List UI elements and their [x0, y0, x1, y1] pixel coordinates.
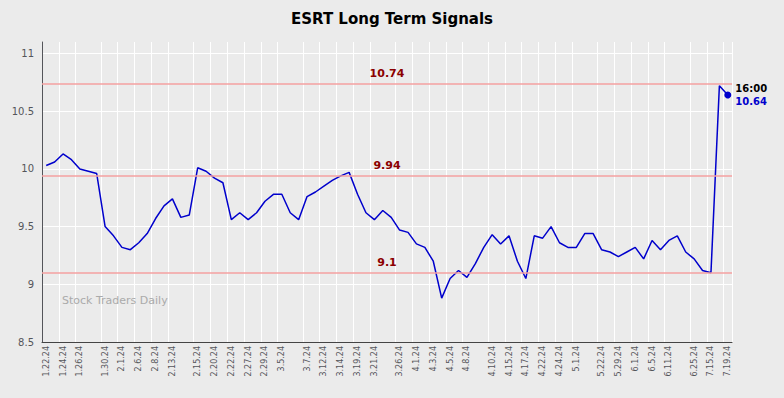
svg-text:4.3.24: 4.3.24 [429, 346, 438, 371]
svg-text:5.1.24: 5.1.24 [572, 346, 581, 371]
svg-text:10.5: 10.5 [12, 106, 34, 117]
svg-text:5.22.24: 5.22.24 [597, 346, 606, 377]
svg-text:10: 10 [21, 163, 34, 174]
svg-text:4.15.24: 4.15.24 [505, 346, 514, 377]
svg-text:4.10.24: 4.10.24 [488, 346, 497, 377]
svg-text:9.1: 9.1 [377, 256, 397, 269]
svg-text:6.25.24: 6.25.24 [690, 346, 699, 377]
svg-text:5.29.24: 5.29.24 [614, 346, 623, 377]
svg-text:2.15.24: 2.15.24 [193, 346, 202, 377]
svg-text:Stock Traders Daily: Stock Traders Daily [62, 294, 168, 307]
svg-text:9.94: 9.94 [373, 159, 400, 172]
svg-text:10.74: 10.74 [370, 67, 405, 80]
svg-text:7.15.24: 7.15.24 [706, 346, 715, 377]
svg-text:4.1.24: 4.1.24 [412, 346, 421, 371]
svg-text:3.26.24: 3.26.24 [395, 346, 404, 377]
svg-text:2.1.24: 2.1.24 [117, 346, 126, 371]
svg-text:3.12.24: 3.12.24 [319, 346, 328, 377]
svg-text:2.8.24: 2.8.24 [151, 346, 160, 371]
svg-text:1.22.24: 1.22.24 [42, 346, 51, 377]
svg-text:4.17.24: 4.17.24 [521, 346, 530, 377]
svg-text:2.22.24: 2.22.24 [227, 346, 236, 377]
svg-text:3.19.24: 3.19.24 [353, 346, 362, 377]
svg-text:10.64: 10.64 [735, 96, 767, 107]
svg-text:3.7.24: 3.7.24 [303, 346, 312, 371]
svg-text:1.24.24: 1.24.24 [59, 346, 68, 377]
svg-text:1.26.24: 1.26.24 [75, 346, 84, 377]
svg-text:6.11.24: 6.11.24 [664, 346, 673, 377]
svg-text:3.21.24: 3.21.24 [370, 346, 379, 377]
svg-text:4.24.24: 4.24.24 [555, 346, 564, 377]
svg-text:4.8.24: 4.8.24 [462, 346, 471, 371]
svg-text:2.6.24: 2.6.24 [134, 346, 143, 371]
svg-text:4.5.24: 4.5.24 [446, 346, 455, 371]
svg-text:2.13.24: 2.13.24 [168, 346, 177, 377]
svg-text:9.5: 9.5 [18, 221, 34, 232]
svg-text:ESRT Long Term Signals: ESRT Long Term Signals [291, 10, 493, 28]
svg-text:2.27.24: 2.27.24 [244, 346, 253, 377]
svg-text:7.19.24: 7.19.24 [723, 346, 732, 377]
svg-text:6.1.24: 6.1.24 [631, 346, 640, 371]
svg-text:16:00: 16:00 [735, 83, 767, 94]
svg-text:8.5: 8.5 [18, 337, 34, 348]
svg-text:6.5.24: 6.5.24 [648, 346, 657, 371]
svg-text:4.22.24: 4.22.24 [538, 346, 547, 377]
svg-text:3.14.24: 3.14.24 [336, 346, 345, 377]
svg-text:11: 11 [21, 48, 34, 59]
svg-text:9: 9 [28, 279, 34, 290]
svg-text:3.5.24: 3.5.24 [277, 346, 286, 371]
svg-text:2.20.24: 2.20.24 [210, 346, 219, 377]
svg-text:1.30.24: 1.30.24 [101, 346, 110, 377]
svg-text:2.29.24: 2.29.24 [260, 346, 269, 377]
